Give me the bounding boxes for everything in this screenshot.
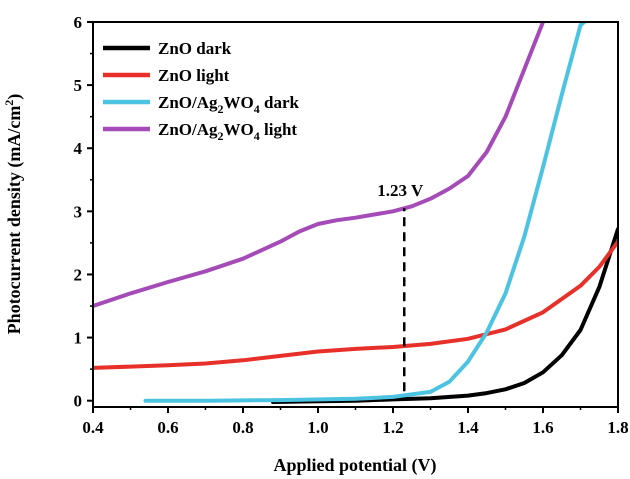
- legend-label-0: ZnO dark: [158, 39, 232, 58]
- annotation-layer: 1.23 V: [377, 181, 424, 392]
- legend-label-1: ZnO light: [158, 66, 230, 85]
- legend-label-2: ZnO/Ag2WO4 dark: [158, 93, 300, 116]
- x-tick-label-3: 1.0: [307, 418, 328, 437]
- y-tick-label-2: 2: [74, 265, 83, 284]
- y-tick-label-6: 6: [74, 13, 83, 32]
- y-axis-title: Photocurrent density (mA/cm2): [2, 94, 25, 335]
- y-axis-title-main: Photocurrent density (mA/cm: [4, 106, 25, 335]
- x-tick-label-1: 0.6: [157, 418, 178, 437]
- x-tick-label-0: 0.4: [82, 418, 104, 437]
- x-tick-label-2: 0.8: [232, 418, 253, 437]
- x-tick-label-5: 1.4: [457, 418, 479, 437]
- x-axis: 0.4 0.6 0.8 1.0 1.2 1.4 1.6 1.8: [82, 407, 629, 437]
- legend: ZnO dark ZnO light ZnO/Ag2WO4 dark ZnO/Ag2W…: [103, 39, 300, 143]
- series-line-1: [93, 239, 618, 370]
- legend-label-3: ZnO/Ag2WO4 light: [158, 120, 297, 143]
- y-tick-label-1: 1: [74, 329, 83, 348]
- series-line-2: [143, 22, 587, 403]
- y-axis-title-sup: 2: [2, 100, 16, 106]
- series-layer: [93, 22, 618, 404]
- series-line-0: [271, 227, 618, 404]
- y-axis: 0 1 2 3 4 5 6: [74, 13, 93, 411]
- series-line-3: [93, 22, 545, 308]
- y-tick-label-0: 0: [74, 392, 83, 411]
- y-tick-label-4: 4: [74, 139, 83, 158]
- y-tick-label-3: 3: [74, 202, 83, 221]
- y-tick-label-5: 5: [74, 76, 83, 95]
- x-axis-title: Applied potential (V): [273, 455, 436, 476]
- x-tick-label-6: 1.6: [532, 418, 553, 437]
- x-tick-label-7: 1.8: [607, 418, 628, 437]
- annotation-label: 1.23 V: [377, 181, 424, 200]
- y-axis-title-end: ): [4, 94, 25, 100]
- x-tick-label-4: 1.2: [382, 418, 403, 437]
